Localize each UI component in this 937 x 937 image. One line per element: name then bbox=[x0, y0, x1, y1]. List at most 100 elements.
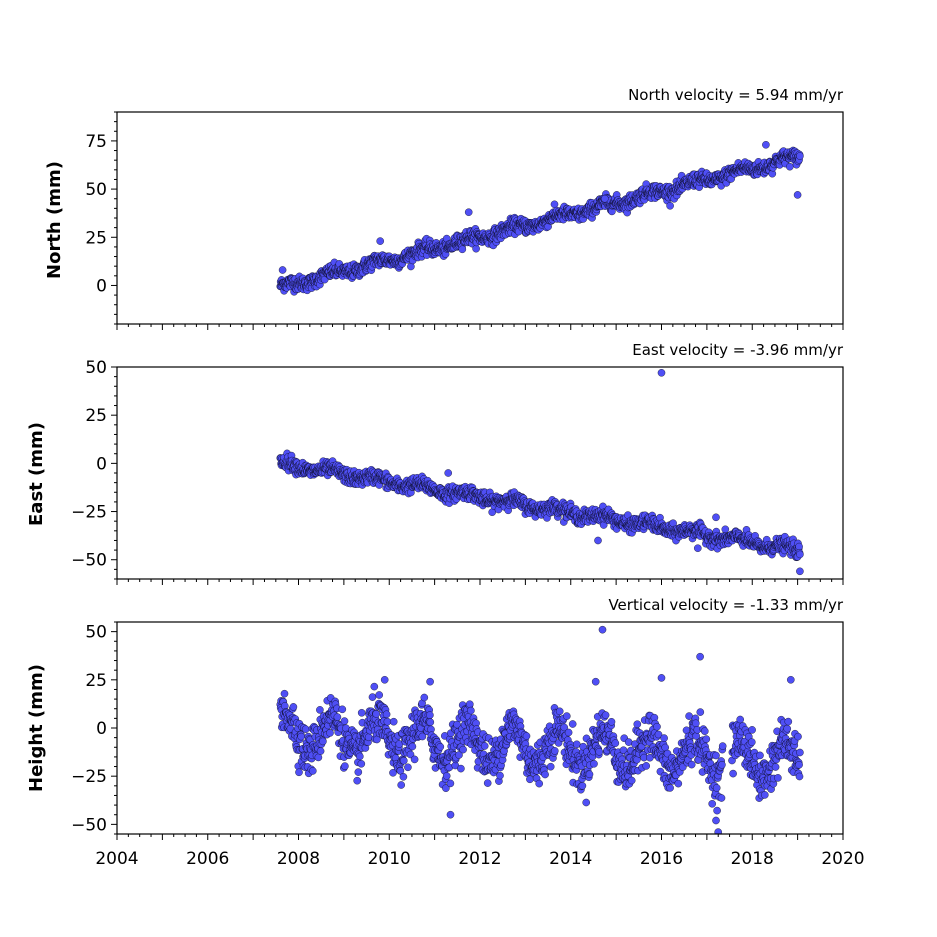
data-point bbox=[459, 745, 467, 754]
data-point bbox=[357, 709, 366, 717]
data-point bbox=[718, 761, 726, 769]
data-point bbox=[736, 715, 744, 724]
data-point bbox=[642, 762, 650, 770]
data-point bbox=[396, 767, 405, 775]
x-tick-label: 2004 bbox=[95, 849, 138, 869]
data-point bbox=[309, 767, 317, 775]
outlier-point bbox=[793, 191, 802, 199]
data-point bbox=[687, 760, 696, 769]
y-tick-label: 50 bbox=[85, 180, 107, 200]
y-tick-label: −25 bbox=[71, 503, 107, 523]
y-tick-label: 25 bbox=[85, 671, 107, 691]
x-tick-label: 2014 bbox=[549, 849, 592, 869]
data-point bbox=[357, 760, 366, 768]
y-tick-label: 50 bbox=[85, 358, 107, 378]
data-point bbox=[289, 703, 298, 711]
data-point bbox=[301, 725, 310, 733]
x-tick-label: 2020 bbox=[821, 849, 864, 869]
data-point bbox=[406, 750, 415, 759]
data-point bbox=[713, 806, 721, 815]
data-point bbox=[466, 700, 474, 708]
data-point bbox=[375, 691, 383, 699]
data-point bbox=[796, 748, 804, 757]
outlier-point bbox=[657, 369, 666, 377]
data-point bbox=[701, 727, 709, 735]
north-velocity-title: North velocity = 5.94 mm/yr bbox=[628, 86, 844, 104]
data-point bbox=[382, 710, 391, 719]
data-point bbox=[368, 693, 377, 701]
outlier-point bbox=[426, 677, 434, 686]
data-point bbox=[372, 710, 380, 718]
data-point bbox=[607, 718, 616, 726]
data-point bbox=[370, 682, 379, 691]
outlier-point bbox=[712, 816, 720, 825]
data-point bbox=[354, 768, 363, 776]
y-tick-label: 25 bbox=[85, 406, 107, 426]
y-tick-label: 0 bbox=[96, 276, 107, 296]
data-point bbox=[708, 800, 716, 808]
data-point bbox=[280, 689, 289, 698]
data-point bbox=[624, 738, 633, 746]
outlier-point bbox=[380, 676, 389, 684]
data-point bbox=[550, 200, 559, 209]
data-point bbox=[601, 711, 610, 719]
data-point bbox=[771, 763, 780, 771]
y-tick-label: 0 bbox=[96, 454, 107, 474]
data-point bbox=[457, 764, 465, 773]
y-tick-label: 75 bbox=[85, 132, 107, 152]
outlier-point bbox=[598, 625, 607, 634]
data-point bbox=[436, 743, 445, 751]
outlier-point bbox=[657, 674, 666, 682]
data-point bbox=[702, 735, 711, 743]
x-tick-label: 2010 bbox=[368, 849, 411, 869]
data-point bbox=[453, 720, 461, 729]
data-point bbox=[316, 747, 325, 755]
data-point bbox=[480, 742, 489, 750]
data-point bbox=[340, 717, 349, 725]
data-point bbox=[717, 794, 726, 802]
east-plot-area: −50 −25 0 25 50 bbox=[71, 358, 844, 585]
x-tick-label: 2016 bbox=[640, 849, 683, 869]
data-point bbox=[546, 762, 555, 771]
north-panel: North velocity = 5.94 mm/yr North (mm) 0… bbox=[44, 86, 844, 330]
data-point bbox=[721, 525, 730, 534]
data-point bbox=[541, 770, 549, 779]
data-point bbox=[341, 762, 349, 770]
data-point bbox=[794, 732, 802, 741]
data-point bbox=[522, 732, 531, 740]
data-point bbox=[458, 245, 467, 254]
data-point bbox=[761, 791, 769, 799]
outlier-point bbox=[444, 469, 452, 477]
data-point bbox=[712, 751, 720, 760]
x-tick-label: 2018 bbox=[731, 849, 774, 869]
data-point bbox=[404, 763, 412, 772]
height-panel: Vertical velocity = -1.33 mm/yr Height (… bbox=[26, 596, 865, 869]
data-point bbox=[774, 774, 782, 782]
data-point bbox=[319, 737, 327, 746]
y-tick-label: 25 bbox=[85, 228, 107, 248]
data-point bbox=[314, 753, 323, 762]
data-point bbox=[338, 705, 347, 714]
east-panel: East velocity = -3.96 mm/yr East (mm) −5… bbox=[26, 341, 844, 585]
data-point bbox=[442, 784, 450, 792]
y-tick-label: 0 bbox=[96, 719, 107, 739]
data-point bbox=[389, 717, 398, 726]
outlier-point bbox=[712, 513, 720, 522]
data-point bbox=[666, 202, 674, 210]
outlier-point bbox=[591, 677, 600, 686]
x-tick-label: 2006 bbox=[186, 849, 229, 869]
data-points bbox=[276, 625, 804, 834]
data-point bbox=[397, 781, 405, 789]
outlier-point bbox=[464, 208, 473, 216]
data-point bbox=[748, 726, 756, 734]
y-tick-label: 50 bbox=[85, 623, 107, 643]
data-point bbox=[796, 550, 804, 559]
data-point bbox=[590, 760, 598, 768]
data-point bbox=[472, 244, 480, 253]
data-point bbox=[633, 720, 642, 728]
data-point bbox=[455, 751, 463, 759]
height-axis-label: Height (mm) bbox=[26, 664, 47, 792]
plot-frame bbox=[116, 111, 844, 325]
data-point bbox=[551, 747, 559, 755]
data-point bbox=[418, 732, 427, 741]
